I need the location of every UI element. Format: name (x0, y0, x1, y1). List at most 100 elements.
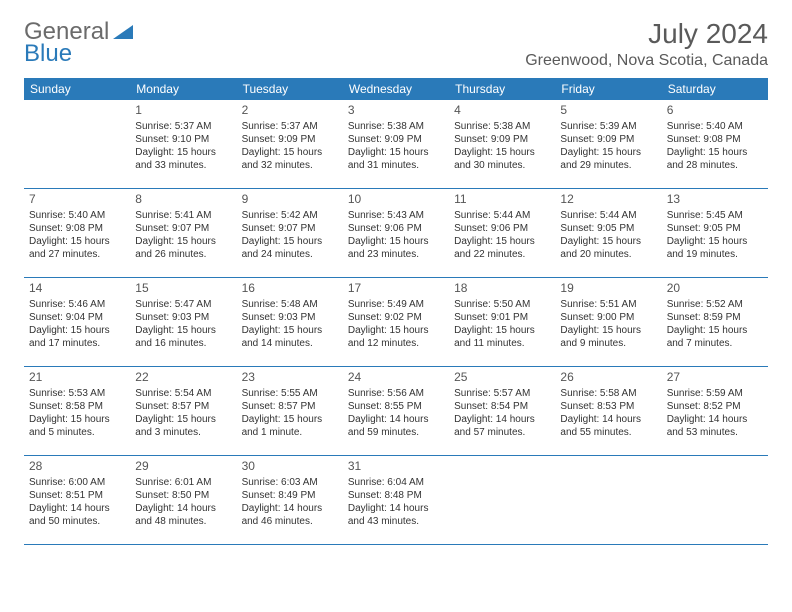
sunset-text: Sunset: 9:00 PM (560, 311, 656, 324)
sunrise-text: Sunrise: 5:43 AM (348, 209, 444, 222)
sunrise-text: Sunrise: 5:45 AM (667, 209, 763, 222)
sunset-text: Sunset: 8:52 PM (667, 400, 763, 413)
day-number: 13 (667, 192, 763, 208)
sunrise-text: Sunrise: 5:49 AM (348, 298, 444, 311)
location: Greenwood, Nova Scotia, Canada (525, 52, 768, 70)
dow-saturday: Saturday (662, 78, 768, 100)
daylight-text: Daylight: 15 hours and 12 minutes. (348, 324, 444, 350)
day-cell: 18Sunrise: 5:50 AMSunset: 9:01 PMDayligh… (449, 278, 555, 366)
sunrise-text: Sunrise: 5:37 AM (135, 120, 231, 133)
week-row: 7Sunrise: 5:40 AMSunset: 9:08 PMDaylight… (24, 189, 768, 278)
day-cell: 2Sunrise: 5:37 AMSunset: 9:09 PMDaylight… (237, 100, 343, 188)
sunrise-text: Sunrise: 5:47 AM (135, 298, 231, 311)
daylight-text: Daylight: 15 hours and 1 minute. (242, 413, 338, 439)
sunset-text: Sunset: 9:08 PM (667, 133, 763, 146)
day-number: 29 (135, 459, 231, 475)
logo-text-blue: Blue (24, 40, 72, 68)
day-number: 12 (560, 192, 656, 208)
daylight-text: Daylight: 15 hours and 24 minutes. (242, 235, 338, 261)
daylight-text: Daylight: 15 hours and 19 minutes. (667, 235, 763, 261)
sunset-text: Sunset: 9:09 PM (560, 133, 656, 146)
week-row: 28Sunrise: 6:00 AMSunset: 8:51 PMDayligh… (24, 456, 768, 545)
daylight-text: Daylight: 14 hours and 53 minutes. (667, 413, 763, 439)
daylight-text: Daylight: 14 hours and 43 minutes. (348, 502, 444, 528)
day-number: 20 (667, 281, 763, 297)
daylight-text: Daylight: 14 hours and 50 minutes. (29, 502, 125, 528)
daylight-text: Daylight: 14 hours and 57 minutes. (454, 413, 550, 439)
sunset-text: Sunset: 9:09 PM (242, 133, 338, 146)
sunset-text: Sunset: 9:07 PM (135, 222, 231, 235)
day-number: 30 (242, 459, 338, 475)
sunset-text: Sunset: 9:09 PM (454, 133, 550, 146)
sunset-text: Sunset: 8:54 PM (454, 400, 550, 413)
sunrise-text: Sunrise: 5:40 AM (667, 120, 763, 133)
day-number: 26 (560, 370, 656, 386)
sunrise-text: Sunrise: 6:01 AM (135, 476, 231, 489)
daylight-text: Daylight: 14 hours and 55 minutes. (560, 413, 656, 439)
sunrise-text: Sunrise: 5:56 AM (348, 387, 444, 400)
day-cell: 5Sunrise: 5:39 AMSunset: 9:09 PMDaylight… (555, 100, 661, 188)
dow-tuesday: Tuesday (237, 78, 343, 100)
day-number: 25 (454, 370, 550, 386)
day-number: 19 (560, 281, 656, 297)
sunset-text: Sunset: 9:01 PM (454, 311, 550, 324)
day-cell: 22Sunrise: 5:54 AMSunset: 8:57 PMDayligh… (130, 367, 236, 455)
sunrise-text: Sunrise: 5:54 AM (135, 387, 231, 400)
sunset-text: Sunset: 8:55 PM (348, 400, 444, 413)
sunset-text: Sunset: 9:04 PM (29, 311, 125, 324)
sunrise-text: Sunrise: 6:03 AM (242, 476, 338, 489)
day-cell: 15Sunrise: 5:47 AMSunset: 9:03 PMDayligh… (130, 278, 236, 366)
day-cell: 21Sunrise: 5:53 AMSunset: 8:58 PMDayligh… (24, 367, 130, 455)
day-number: 7 (29, 192, 125, 208)
sunrise-text: Sunrise: 5:44 AM (454, 209, 550, 222)
daylight-text: Daylight: 14 hours and 59 minutes. (348, 413, 444, 439)
day-number: 27 (667, 370, 763, 386)
daylight-text: Daylight: 15 hours and 22 minutes. (454, 235, 550, 261)
day-number: 16 (242, 281, 338, 297)
day-cell: 10Sunrise: 5:43 AMSunset: 9:06 PMDayligh… (343, 189, 449, 277)
sunrise-text: Sunrise: 5:38 AM (348, 120, 444, 133)
week-row: 21Sunrise: 5:53 AMSunset: 8:58 PMDayligh… (24, 367, 768, 456)
dow-monday: Monday (130, 78, 236, 100)
empty-cell (662, 456, 768, 544)
day-number: 6 (667, 103, 763, 119)
day-number: 1 (135, 103, 231, 119)
day-cell: 1Sunrise: 5:37 AMSunset: 9:10 PMDaylight… (130, 100, 236, 188)
day-cell: 8Sunrise: 5:41 AMSunset: 9:07 PMDaylight… (130, 189, 236, 277)
day-cell: 30Sunrise: 6:03 AMSunset: 8:49 PMDayligh… (237, 456, 343, 544)
sunset-text: Sunset: 8:53 PM (560, 400, 656, 413)
day-number: 11 (454, 192, 550, 208)
empty-cell (24, 100, 130, 188)
sunset-text: Sunset: 8:48 PM (348, 489, 444, 502)
day-number: 15 (135, 281, 231, 297)
day-cell: 14Sunrise: 5:46 AMSunset: 9:04 PMDayligh… (24, 278, 130, 366)
sunset-text: Sunset: 8:57 PM (135, 400, 231, 413)
sunrise-text: Sunrise: 5:57 AM (454, 387, 550, 400)
day-cell: 3Sunrise: 5:38 AMSunset: 9:09 PMDaylight… (343, 100, 449, 188)
sunset-text: Sunset: 9:07 PM (242, 222, 338, 235)
daylight-text: Daylight: 15 hours and 26 minutes. (135, 235, 231, 261)
daylight-text: Daylight: 15 hours and 28 minutes. (667, 146, 763, 172)
day-number: 5 (560, 103, 656, 119)
day-cell: 27Sunrise: 5:59 AMSunset: 8:52 PMDayligh… (662, 367, 768, 455)
sunset-text: Sunset: 9:06 PM (454, 222, 550, 235)
day-number: 28 (29, 459, 125, 475)
sunrise-text: Sunrise: 5:58 AM (560, 387, 656, 400)
day-number: 9 (242, 192, 338, 208)
empty-cell (449, 456, 555, 544)
day-number: 4 (454, 103, 550, 119)
sunset-text: Sunset: 9:02 PM (348, 311, 444, 324)
sunset-text: Sunset: 9:05 PM (560, 222, 656, 235)
sunrise-text: Sunrise: 5:51 AM (560, 298, 656, 311)
day-cell: 23Sunrise: 5:55 AMSunset: 8:57 PMDayligh… (237, 367, 343, 455)
day-number: 2 (242, 103, 338, 119)
daylight-text: Daylight: 15 hours and 3 minutes. (135, 413, 231, 439)
day-cell: 7Sunrise: 5:40 AMSunset: 9:08 PMDaylight… (24, 189, 130, 277)
sunrise-text: Sunrise: 5:39 AM (560, 120, 656, 133)
logo-triangle-icon (113, 23, 135, 41)
dow-friday: Friday (555, 78, 661, 100)
sunrise-text: Sunrise: 5:37 AM (242, 120, 338, 133)
sunset-text: Sunset: 8:50 PM (135, 489, 231, 502)
day-cell: 4Sunrise: 5:38 AMSunset: 9:09 PMDaylight… (449, 100, 555, 188)
day-number: 14 (29, 281, 125, 297)
